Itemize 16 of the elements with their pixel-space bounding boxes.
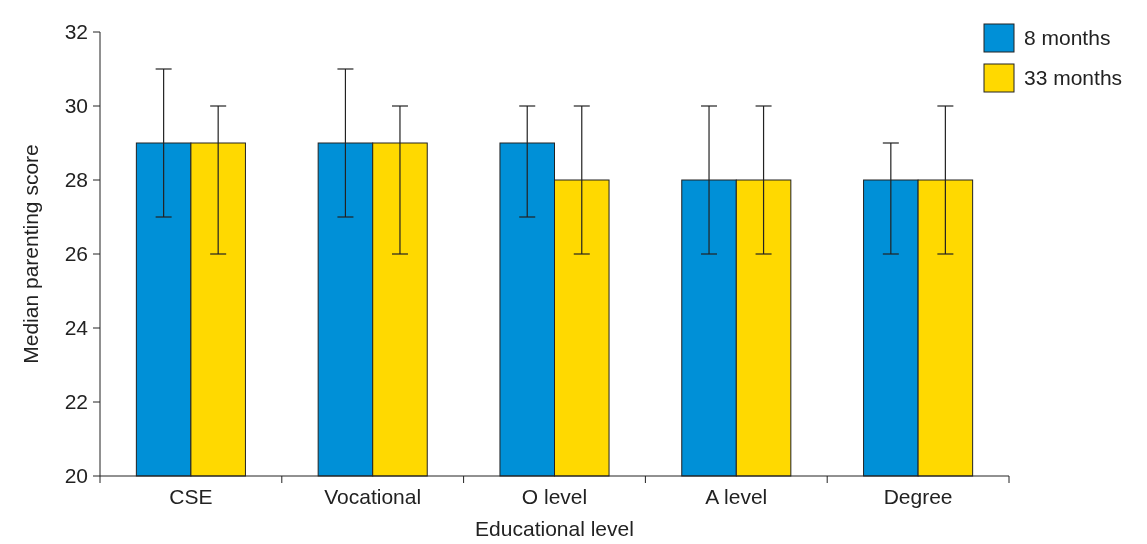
y-tick-label: 26 xyxy=(64,242,88,266)
y-axis-title: Median parenting score xyxy=(19,144,42,364)
y-tick-label: 22 xyxy=(64,390,88,414)
y-tick-label: 28 xyxy=(64,168,88,192)
y-tick-label: 24 xyxy=(64,316,89,340)
x-tick-label: Degree xyxy=(883,485,953,508)
x-tick-label: O level xyxy=(521,485,588,508)
x-axis-title: Educational level xyxy=(475,517,634,540)
x-tick-label: Vocational xyxy=(324,485,422,508)
x-tick-label: A level xyxy=(705,485,768,508)
legend-label: 8 months xyxy=(1024,26,1111,50)
x-tick-label: CSE xyxy=(169,485,213,508)
y-tick-label: 32 xyxy=(64,20,88,44)
legend-label: 33 months xyxy=(1024,66,1123,90)
y-tick-label: 20 xyxy=(64,464,88,488)
y-tick-label: 30 xyxy=(64,94,88,118)
